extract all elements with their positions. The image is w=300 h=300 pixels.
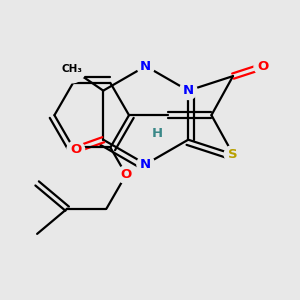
Text: O: O: [257, 60, 268, 73]
Circle shape: [254, 58, 272, 75]
Circle shape: [58, 55, 86, 83]
Circle shape: [148, 125, 166, 143]
Circle shape: [224, 146, 242, 163]
Text: CH₃: CH₃: [61, 64, 82, 74]
Circle shape: [179, 82, 197, 100]
Text: S: S: [228, 148, 238, 161]
Circle shape: [67, 141, 85, 158]
Text: N: N: [140, 60, 151, 73]
Text: O: O: [70, 143, 81, 156]
Text: N: N: [183, 84, 194, 97]
Circle shape: [137, 155, 154, 173]
Circle shape: [137, 57, 154, 75]
Text: N: N: [140, 158, 151, 171]
Text: O: O: [120, 168, 132, 181]
Circle shape: [117, 166, 135, 184]
Text: H: H: [152, 128, 163, 140]
